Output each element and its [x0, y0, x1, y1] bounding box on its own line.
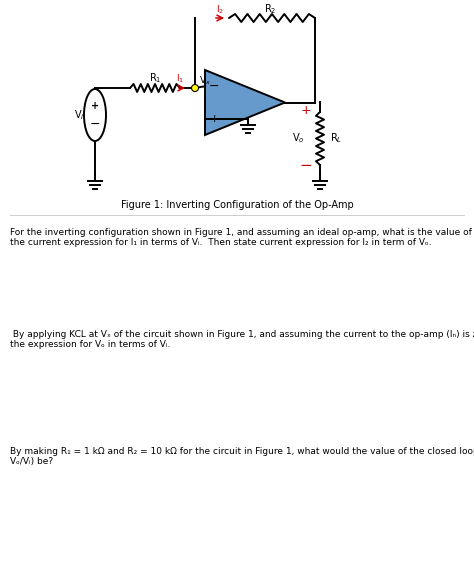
Text: Figure 1: Inverting Configuration of the Op-Amp: Figure 1: Inverting Configuration of the… [120, 200, 354, 210]
Text: −: − [209, 80, 219, 93]
Text: −: − [300, 158, 312, 172]
Text: +: + [91, 101, 99, 111]
Text: By making R₁ = 1 kΩ and R₂ = 10 kΩ for the circuit in Figure 1, what would the v: By making R₁ = 1 kΩ and R₂ = 10 kΩ for t… [10, 447, 474, 466]
Text: I$_1$: I$_1$ [176, 73, 184, 85]
Text: V$_i$: V$_i$ [73, 108, 84, 122]
Text: R$_2$: R$_2$ [264, 2, 276, 16]
Text: −: − [90, 117, 100, 131]
Text: V$_o$: V$_o$ [292, 132, 304, 145]
Text: By applying KCL at Vₓ of the circuit shown in Figure 1, and assuming the current: By applying KCL at Vₓ of the circuit sho… [10, 330, 474, 350]
Text: +: + [301, 103, 311, 117]
Circle shape [191, 85, 199, 91]
Text: For the inverting configuration shown in Figure 1, and assuming an ideal op-amp,: For the inverting configuration shown in… [10, 228, 474, 247]
Polygon shape [205, 70, 285, 135]
Text: R$_1$: R$_1$ [149, 71, 161, 85]
Text: I$_2$: I$_2$ [216, 4, 224, 16]
Text: V$_x$: V$_x$ [199, 75, 211, 88]
Text: R$_L$: R$_L$ [330, 132, 342, 145]
Text: +: + [210, 114, 219, 124]
